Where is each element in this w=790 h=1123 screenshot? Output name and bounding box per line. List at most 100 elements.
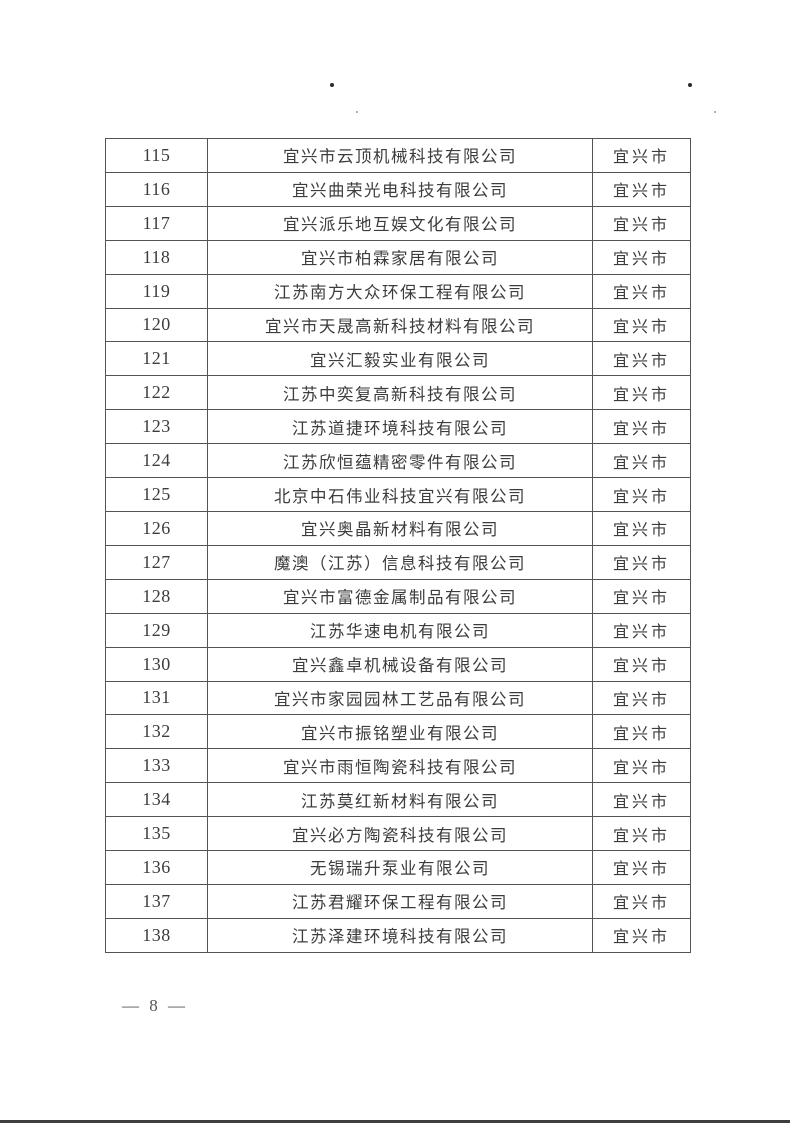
row-number-cell: 117 xyxy=(105,205,208,241)
company-name-cell: 宜兴市家园园林工艺品有限公司 xyxy=(207,680,593,716)
row-number-cell: 134 xyxy=(105,782,208,818)
row-number-cell: 133 xyxy=(105,748,208,784)
row-number-cell: 136 xyxy=(105,850,208,885)
city-cell: 宜兴市 xyxy=(592,680,691,716)
company-name-cell: 宜兴市天晟高新科技材料有限公司 xyxy=(207,307,593,343)
company-name-cell: 江苏莫红新材料有限公司 xyxy=(207,782,593,818)
company-name-cell: 宜兴奥晶新材料有限公司 xyxy=(207,510,593,546)
company-name-cell: 无锡瑞升泵业有限公司 xyxy=(207,850,593,885)
row-number-cell: 132 xyxy=(105,714,208,750)
scan-speck xyxy=(356,111,358,113)
city-cell: 宜兴市 xyxy=(592,646,691,682)
city-cell: 宜兴市 xyxy=(592,171,691,207)
table-row: 118 宜兴市柏霖家居有限公司 宜兴市 xyxy=(105,239,691,275)
table-row: 132 宜兴市振铭塑业有限公司 宜兴市 xyxy=(105,714,691,750)
row-number-cell: 120 xyxy=(105,307,208,343)
table-row: 122 江苏中奕复高新科技有限公司 宜兴市 xyxy=(105,375,691,411)
row-number-cell: 119 xyxy=(105,273,208,309)
company-name-cell: 宜兴市柏霖家居有限公司 xyxy=(207,239,593,275)
row-number-cell: 126 xyxy=(105,510,208,546)
row-number-cell: 137 xyxy=(105,883,208,919)
row-number-cell: 131 xyxy=(105,680,208,716)
row-number-cell: 118 xyxy=(105,239,208,275)
company-name-cell: 江苏道捷环境科技有限公司 xyxy=(207,409,593,445)
table-row: 121 宜兴汇毅实业有限公司 宜兴市 xyxy=(105,341,691,377)
row-number-cell: 128 xyxy=(105,578,208,614)
row-number-cell: 125 xyxy=(105,477,208,512)
city-cell: 宜兴市 xyxy=(592,883,691,919)
city-cell: 宜兴市 xyxy=(592,409,691,445)
table-row: 128 宜兴市富德金属制品有限公司 宜兴市 xyxy=(105,578,691,614)
page-number: — 8 — xyxy=(122,996,188,1015)
city-cell: 宜兴市 xyxy=(592,917,691,954)
company-name-cell: 宜兴汇毅实业有限公司 xyxy=(207,341,593,377)
company-name-cell: 江苏南方大众环保工程有限公司 xyxy=(207,273,593,309)
row-number-cell: 135 xyxy=(105,816,208,852)
company-name-cell: 宜兴曲荣光电科技有限公司 xyxy=(207,171,593,207)
table-row: 124 江苏欣恒蕴精密零件有限公司 宜兴市 xyxy=(105,443,691,479)
company-table-body: 115 宜兴市云顶机械科技有限公司 宜兴市 116 宜兴曲荣光电科技有限公司 宜… xyxy=(105,138,691,954)
company-name-cell: 宜兴必方陶瓷科技有限公司 xyxy=(207,816,593,852)
company-name-cell: 宜兴市雨恒陶瓷科技有限公司 xyxy=(207,748,593,784)
scan-speck xyxy=(714,111,716,113)
table-row: 138 江苏泽建环境科技有限公司 宜兴市 xyxy=(105,917,691,954)
table-row: 129 江苏华速电机有限公司 宜兴市 xyxy=(105,612,691,648)
city-cell: 宜兴市 xyxy=(592,816,691,852)
table-row: 134 江苏莫红新材料有限公司 宜兴市 xyxy=(105,782,691,818)
table-row: 123 江苏道捷环境科技有限公司 宜兴市 xyxy=(105,409,691,445)
city-cell: 宜兴市 xyxy=(592,307,691,343)
table-row: 131 宜兴市家园园林工艺品有限公司 宜兴市 xyxy=(105,680,691,716)
table-row: 130 宜兴鑫卓机械设备有限公司 宜兴市 xyxy=(105,646,691,682)
company-name-cell: 江苏君耀环保工程有限公司 xyxy=(207,883,593,919)
city-cell: 宜兴市 xyxy=(592,782,691,818)
row-number-cell: 138 xyxy=(105,917,208,954)
company-name-cell: 北京中石伟业科技宜兴有限公司 xyxy=(207,477,593,512)
company-name-cell: 江苏欣恒蕴精密零件有限公司 xyxy=(207,443,593,479)
city-cell: 宜兴市 xyxy=(592,748,691,784)
table-row: 116 宜兴曲荣光电科技有限公司 宜兴市 xyxy=(105,171,691,207)
row-number-cell: 124 xyxy=(105,443,208,479)
company-name-cell: 宜兴市云顶机械科技有限公司 xyxy=(207,138,593,173)
company-name-cell: 魔澳（江苏）信息科技有限公司 xyxy=(207,544,593,580)
city-cell: 宜兴市 xyxy=(592,375,691,411)
table-row: 127 魔澳（江苏）信息科技有限公司 宜兴市 xyxy=(105,544,691,580)
row-number-cell: 121 xyxy=(105,341,208,377)
city-cell: 宜兴市 xyxy=(592,714,691,750)
city-cell: 宜兴市 xyxy=(592,138,691,173)
city-cell: 宜兴市 xyxy=(592,443,691,479)
row-number-cell: 122 xyxy=(105,375,208,411)
table-row: 119 江苏南方大众环保工程有限公司 宜兴市 xyxy=(105,273,691,309)
city-cell: 宜兴市 xyxy=(592,544,691,580)
row-number-cell: 130 xyxy=(105,646,208,682)
company-name-cell: 江苏中奕复高新科技有限公司 xyxy=(207,375,593,411)
company-name-cell: 宜兴派乐地互娱文化有限公司 xyxy=(207,205,593,241)
company-name-cell: 宜兴市富德金属制品有限公司 xyxy=(207,578,593,614)
table-row: 126 宜兴奥晶新材料有限公司 宜兴市 xyxy=(105,510,691,546)
company-name-cell: 宜兴鑫卓机械设备有限公司 xyxy=(207,646,593,682)
city-cell: 宜兴市 xyxy=(592,612,691,648)
company-name-cell: 宜兴市振铭塑业有限公司 xyxy=(207,714,593,750)
company-name-cell: 江苏华速电机有限公司 xyxy=(207,612,593,648)
row-number-cell: 116 xyxy=(105,171,208,207)
scan-edge xyxy=(0,1120,790,1123)
row-number-cell: 115 xyxy=(105,138,208,173)
row-number-cell: 123 xyxy=(105,409,208,445)
city-cell: 宜兴市 xyxy=(592,341,691,377)
scan-speck xyxy=(330,83,334,87)
city-cell: 宜兴市 xyxy=(592,477,691,512)
company-list-table: 115 宜兴市云顶机械科技有限公司 宜兴市 116 宜兴曲荣光电科技有限公司 宜… xyxy=(105,138,691,954)
city-cell: 宜兴市 xyxy=(592,239,691,275)
table-row: 120 宜兴市天晟高新科技材料有限公司 宜兴市 xyxy=(105,307,691,343)
company-name-cell: 江苏泽建环境科技有限公司 xyxy=(207,917,593,954)
scan-speck xyxy=(688,83,692,87)
row-number-cell: 129 xyxy=(105,612,208,648)
table-row: 137 江苏君耀环保工程有限公司 宜兴市 xyxy=(105,883,691,919)
table-row: 115 宜兴市云顶机械科技有限公司 宜兴市 xyxy=(105,138,691,173)
table-row: 133 宜兴市雨恒陶瓷科技有限公司 宜兴市 xyxy=(105,748,691,784)
table-row: 136 无锡瑞升泵业有限公司 宜兴市 xyxy=(105,850,691,885)
city-cell: 宜兴市 xyxy=(592,273,691,309)
city-cell: 宜兴市 xyxy=(592,510,691,546)
city-cell: 宜兴市 xyxy=(592,205,691,241)
row-number-cell: 127 xyxy=(105,544,208,580)
